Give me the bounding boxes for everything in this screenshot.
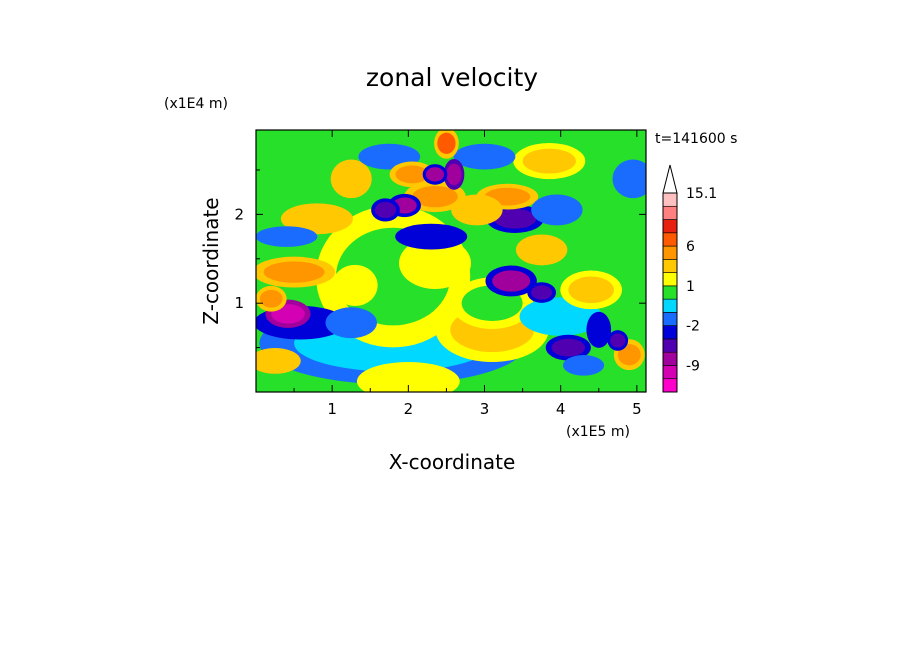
contour-core-31 (617, 344, 641, 366)
x-tick-label-1: 2 (404, 400, 414, 418)
y-unit-label: (x1E4 m) (164, 96, 228, 112)
x-tick-label-0: 1 (327, 400, 337, 418)
contour-core-17 (492, 270, 531, 292)
contour-core-20 (335, 165, 367, 193)
colorbar-frame (662, 192, 678, 393)
colorbar: 15.1 6 1 -2 -9 (662, 164, 717, 393)
contour-core-41 (610, 333, 626, 348)
x-axis-ticks: 1 2 3 4 5 (293, 130, 642, 418)
contour-core-8 (522, 148, 576, 174)
contour-core-10 (568, 276, 615, 304)
contour-core-9 (263, 261, 325, 283)
x-axis-label: X-coordinate (389, 450, 516, 474)
colorbar-segment-8 (662, 272, 678, 287)
contour-core-26 (256, 352, 295, 370)
plot-frame (255, 129, 647, 393)
contour-core-6 (530, 303, 592, 330)
colorbar-segment-0 (662, 378, 678, 393)
chart-title: zonal velocity (366, 63, 538, 92)
contour-core-4 (370, 368, 447, 392)
contour-core-15 (493, 209, 537, 229)
colorbar-segment-2 (662, 351, 678, 366)
colorbar-label-0: 15.1 (686, 186, 717, 202)
contour-core-5 (408, 245, 462, 281)
contour-core-30 (395, 165, 429, 184)
y-tick-label-1: 2 (234, 205, 244, 223)
contour-core-22 (537, 199, 576, 221)
contour-core-38 (446, 163, 462, 186)
contour-core-24 (366, 147, 413, 166)
contour-core-21 (522, 239, 561, 261)
contour-core-28 (263, 229, 310, 244)
time-label: t=141600 s (655, 131, 737, 147)
colorbar-segment-13 (662, 205, 678, 220)
contour-core-25 (461, 147, 508, 166)
contour-core-11 (290, 208, 344, 230)
colorbar-segment-7 (662, 285, 678, 300)
y-axis-label: Z-coordinate (199, 197, 223, 324)
plot-area (255, 129, 647, 393)
contour-core-33 (568, 358, 599, 373)
contour-core-14 (404, 227, 458, 246)
contour-core-34 (259, 289, 283, 308)
contour-core-32 (589, 317, 608, 343)
colorbar-segment-9 (662, 259, 678, 273)
contour-core-16 (332, 312, 371, 334)
contour-core-40 (425, 167, 445, 182)
contour-core-13 (338, 271, 372, 300)
colorbar-segment-14 (662, 192, 678, 207)
x-tick-label-2: 3 (480, 400, 490, 418)
colorbar-segment-1 (662, 365, 678, 380)
colorbar-segment-6 (662, 298, 678, 313)
colorbar-segment-12 (662, 219, 678, 234)
colorbar-segment-3 (662, 338, 678, 353)
y-axis-ticks: 12 (234, 169, 646, 349)
contour-core-37 (374, 201, 397, 218)
colorbar-label-4: -9 (686, 358, 700, 374)
colorbar-label-1: 6 (686, 239, 695, 255)
x-tick-label-4: 5 (632, 400, 642, 418)
x-tick-label-3: 4 (556, 400, 566, 418)
contour-core-39 (530, 285, 553, 300)
contour-core-29 (551, 338, 586, 357)
colorbar-segment-10 (662, 245, 678, 260)
contour-field (256, 130, 646, 392)
x-unit-label: (x1E5 m) (566, 424, 630, 440)
contour-core-19 (457, 199, 496, 221)
colorbar-segment-5 (662, 312, 678, 326)
colorbar-segment-4 (662, 325, 678, 340)
contour-core-23 (617, 165, 646, 193)
contour-core-12 (412, 185, 458, 208)
contour-core-36 (437, 132, 456, 154)
colorbar-segment-11 (662, 232, 678, 247)
colorbar-label-2: 1 (686, 279, 695, 295)
colorbar-extend-arrow (662, 164, 678, 194)
colorbar-label-3: -2 (686, 319, 700, 335)
y-tick-label-0: 1 (234, 294, 244, 312)
